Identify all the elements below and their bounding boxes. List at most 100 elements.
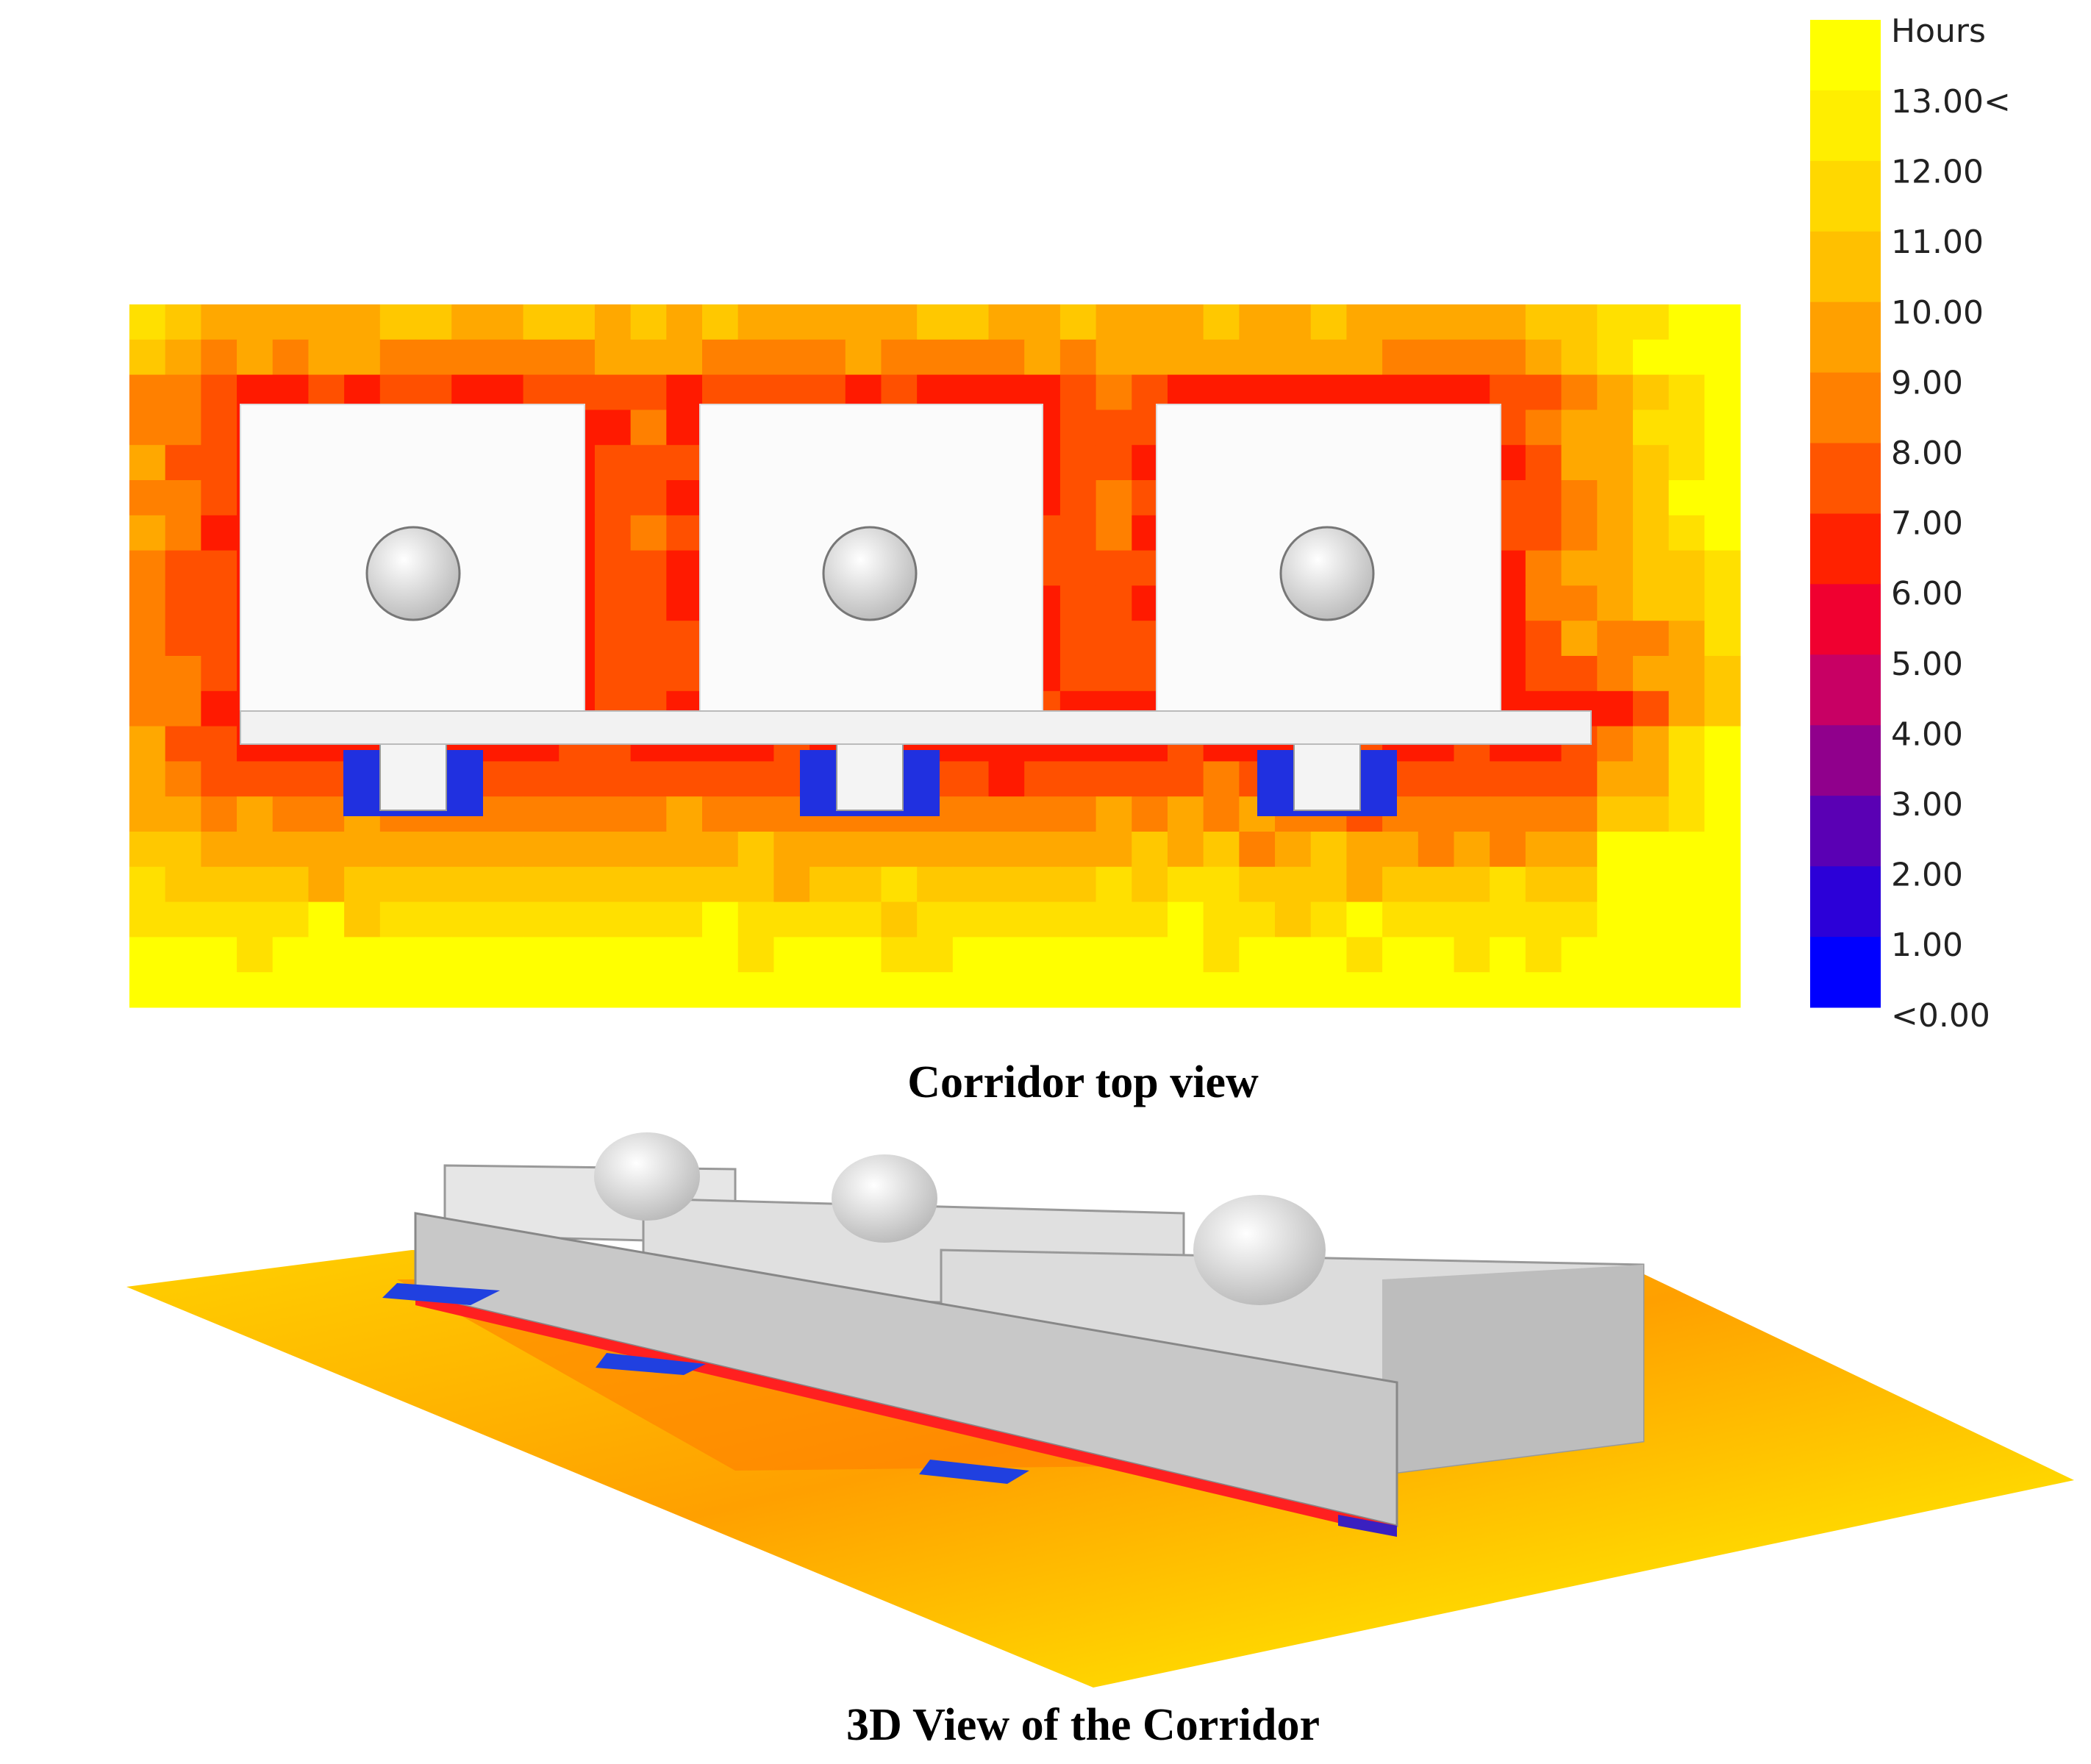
- heat-cell: [917, 937, 954, 973]
- heat-cell: [1597, 374, 1634, 410]
- heat-cell: [1525, 796, 1562, 832]
- heat-cell: [1490, 972, 1526, 1008]
- heat-cell: [308, 832, 345, 868]
- heat-cell: [1597, 761, 1634, 797]
- heat-cell: [1418, 339, 1454, 376]
- heat-cell: [594, 374, 632, 410]
- heat-cell: [379, 972, 417, 1008]
- heat-cell: [1561, 796, 1598, 832]
- legend-label: 9.00: [1891, 364, 1963, 401]
- heat-cell: [1704, 480, 1741, 516]
- heat-cell: [1418, 901, 1454, 938]
- heat-cell: [1059, 901, 1097, 938]
- heat-cell: [1132, 304, 1168, 340]
- heat-cell: [1561, 410, 1598, 446]
- heat-cell: [1704, 937, 1741, 973]
- heat-cell: [379, 901, 417, 938]
- heat-cell: [1668, 937, 1705, 973]
- heat-cell: [594, 445, 632, 481]
- heat-cell: [201, 796, 237, 832]
- heat-cell: [702, 972, 739, 1008]
- heat-cell: [237, 796, 274, 832]
- heat-cell: [666, 621, 703, 657]
- legend-swatch: [1810, 725, 1881, 796]
- heat-cell: [594, 621, 632, 657]
- dome: [365, 526, 461, 621]
- heat-cell: [809, 901, 846, 938]
- heat-cell: [201, 304, 237, 340]
- heat-cell: [1059, 515, 1097, 551]
- heat-cell: [201, 937, 237, 973]
- heat-cell: [1597, 339, 1634, 376]
- heat-cell: [1668, 304, 1705, 340]
- heat-cell: [129, 937, 166, 973]
- heat-cell: [1561, 621, 1598, 657]
- heat-cell: [487, 866, 524, 903]
- heat-cell: [1059, 761, 1097, 797]
- heat-cell: [379, 304, 417, 340]
- heat-cell: [1525, 410, 1562, 446]
- heat-cell: [594, 937, 632, 973]
- heat-cell: [1525, 621, 1562, 657]
- legend-swatch: [1810, 20, 1881, 91]
- heat-cell: [1059, 339, 1097, 376]
- heat-cell: [129, 796, 166, 832]
- heat-cell: [666, 901, 703, 938]
- heat-cell: [845, 304, 882, 340]
- heat-cell: [1382, 339, 1419, 376]
- heat-cell: [237, 761, 274, 797]
- heat-cell: [344, 339, 381, 376]
- heat-cell: [165, 901, 201, 938]
- heat-cell: [1418, 937, 1454, 973]
- heat-cell: [165, 550, 201, 586]
- 3d-canopy-shadow: [382, 1283, 500, 1305]
- heat-cell: [1632, 726, 1670, 762]
- dome: [822, 526, 918, 621]
- heat-cell: [1597, 304, 1634, 340]
- heat-cell: [1525, 585, 1562, 621]
- heat-cell: [1024, 866, 1061, 903]
- heat-cell: [1597, 585, 1634, 621]
- heat-cell: [165, 374, 201, 410]
- heat-cell: [201, 621, 237, 657]
- heat-cell: [415, 866, 452, 903]
- heat-cell: [666, 445, 703, 481]
- heat-cell: [523, 866, 560, 903]
- heat-cell: [1167, 796, 1204, 832]
- heat-cell: [1632, 374, 1670, 410]
- 3d-dome: [832, 1154, 937, 1243]
- heat-cell: [988, 339, 1025, 376]
- heat-cell: [451, 339, 488, 376]
- heat-cell: [308, 866, 345, 903]
- heat-cell: [666, 866, 703, 903]
- heat-cell: [1668, 339, 1705, 376]
- heat-cell: [523, 937, 560, 973]
- heat-cell: [1668, 972, 1705, 1008]
- heat-cell: [415, 937, 452, 973]
- heat-cell: [1059, 410, 1097, 446]
- heat-cell: [487, 832, 524, 868]
- heat-cell: [952, 761, 990, 797]
- heat-cell: [201, 656, 237, 692]
- heat-cell: [415, 901, 452, 938]
- heat-cell: [1597, 937, 1634, 973]
- legend-swatch: [1810, 301, 1881, 374]
- heat-cell: [1561, 585, 1598, 621]
- heat-cell: [773, 901, 810, 938]
- heat-cell: [1095, 656, 1132, 692]
- heat-cell: [1525, 480, 1562, 516]
- legend-swatch: [1810, 90, 1881, 162]
- heat-cell: [988, 304, 1025, 340]
- heat-cell: [1059, 374, 1097, 410]
- heat-cell: [737, 937, 774, 973]
- heat-cell: [201, 972, 237, 1008]
- heat-cell: [630, 410, 667, 446]
- heat-cell: [1704, 304, 1741, 340]
- heat-cell: [1704, 515, 1741, 551]
- heat-cell: [1668, 585, 1705, 621]
- heat-cell: [559, 832, 596, 868]
- heat-cell: [1167, 832, 1204, 868]
- heat-cell: [594, 304, 632, 340]
- heat-cell: [344, 937, 381, 973]
- heat-cell: [1490, 339, 1526, 376]
